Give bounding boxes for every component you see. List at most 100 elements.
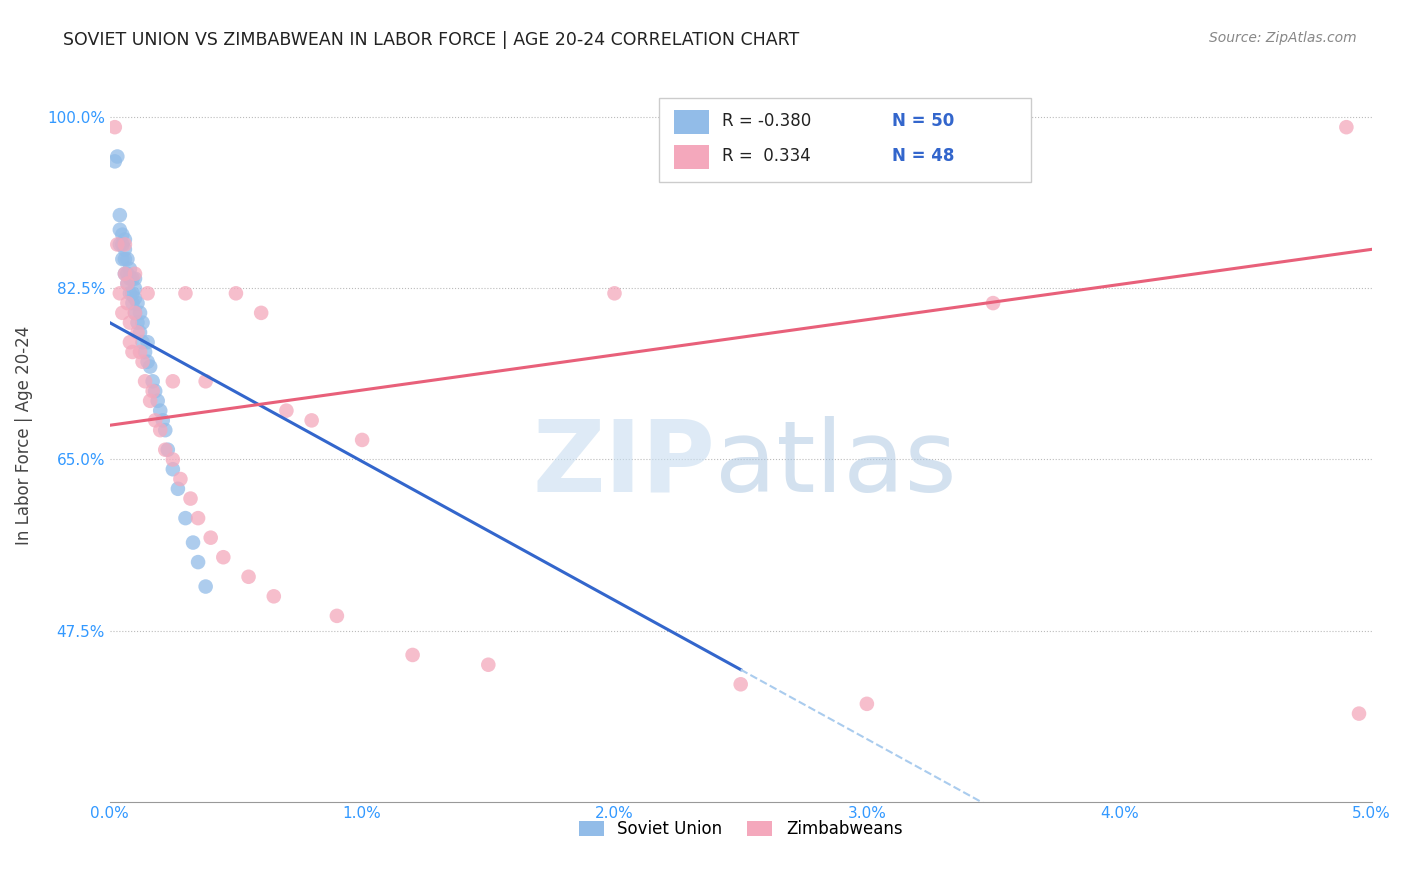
- Point: [118, 271, 141, 285]
- Point: [1336, 120, 1358, 135]
- Point: [179, 491, 201, 506]
- Text: atlas: atlas: [716, 416, 957, 513]
- Point: [238, 570, 260, 584]
- Point: [117, 277, 139, 291]
- Point: [162, 452, 184, 467]
- Point: [142, 374, 165, 388]
- Point: [156, 442, 179, 457]
- Point: [124, 306, 146, 320]
- Point: [167, 482, 190, 496]
- Point: [117, 252, 139, 266]
- Point: [105, 237, 128, 252]
- Point: [169, 472, 191, 486]
- Point: [134, 374, 156, 388]
- Point: [114, 252, 136, 266]
- Point: [114, 267, 136, 281]
- Point: [174, 511, 197, 525]
- Point: [856, 697, 879, 711]
- Point: [124, 291, 146, 305]
- Point: [131, 355, 153, 369]
- Point: [263, 590, 285, 604]
- Point: [105, 149, 128, 163]
- Point: [149, 423, 172, 437]
- Point: [117, 277, 139, 291]
- FancyBboxPatch shape: [658, 98, 1031, 182]
- Point: [730, 677, 752, 691]
- Point: [114, 237, 136, 252]
- Point: [131, 335, 153, 350]
- Point: [136, 286, 159, 301]
- Point: [111, 252, 134, 266]
- Point: [187, 555, 209, 569]
- Point: [155, 423, 177, 437]
- Point: [194, 580, 217, 594]
- Point: [127, 296, 149, 310]
- Text: N = 50: N = 50: [893, 112, 955, 130]
- FancyBboxPatch shape: [673, 145, 709, 169]
- Text: SOVIET UNION VS ZIMBABWEAN IN LABOR FORCE | AGE 20-24 CORRELATION CHART: SOVIET UNION VS ZIMBABWEAN IN LABOR FORC…: [63, 31, 800, 49]
- Point: [108, 208, 131, 222]
- Point: [118, 261, 141, 276]
- Y-axis label: In Labor Force | Age 20-24: In Labor Force | Age 20-24: [15, 326, 32, 545]
- Point: [1348, 706, 1371, 721]
- Point: [118, 335, 141, 350]
- Point: [127, 326, 149, 340]
- Point: [181, 535, 204, 549]
- Point: [127, 316, 149, 330]
- Point: [401, 648, 423, 662]
- Point: [142, 384, 165, 398]
- Point: [121, 286, 143, 301]
- Point: [149, 403, 172, 417]
- Point: [114, 233, 136, 247]
- Point: [129, 345, 152, 359]
- Point: [121, 271, 143, 285]
- Point: [200, 531, 222, 545]
- Text: R = -0.380: R = -0.380: [721, 112, 811, 130]
- Point: [124, 281, 146, 295]
- Point: [174, 286, 197, 301]
- Point: [152, 413, 174, 427]
- Point: [162, 374, 184, 388]
- Point: [129, 306, 152, 320]
- Text: Source: ZipAtlas.com: Source: ZipAtlas.com: [1209, 31, 1357, 45]
- Point: [111, 237, 134, 252]
- Legend: Soviet Union, Zimbabweans: Soviet Union, Zimbabweans: [572, 814, 910, 845]
- Point: [139, 359, 162, 374]
- FancyBboxPatch shape: [673, 110, 709, 134]
- Point: [146, 393, 169, 408]
- Point: [129, 326, 152, 340]
- Point: [134, 345, 156, 359]
- Point: [352, 433, 374, 447]
- Point: [155, 442, 177, 457]
- Point: [212, 550, 235, 565]
- Point: [121, 345, 143, 359]
- Text: ZIP: ZIP: [533, 416, 716, 513]
- Point: [121, 296, 143, 310]
- Point: [139, 393, 162, 408]
- Point: [117, 296, 139, 310]
- Point: [143, 413, 166, 427]
- Point: [225, 286, 247, 301]
- Point: [131, 316, 153, 330]
- Point: [111, 227, 134, 242]
- Point: [162, 462, 184, 476]
- Point: [136, 355, 159, 369]
- Point: [477, 657, 499, 672]
- Point: [104, 154, 127, 169]
- Point: [326, 608, 349, 623]
- Point: [124, 271, 146, 285]
- Point: [124, 306, 146, 320]
- Text: N = 48: N = 48: [893, 147, 955, 166]
- Point: [603, 286, 626, 301]
- Point: [136, 335, 159, 350]
- Point: [118, 286, 141, 301]
- Point: [108, 223, 131, 237]
- Point: [124, 267, 146, 281]
- Point: [118, 316, 141, 330]
- Point: [301, 413, 323, 427]
- Point: [114, 267, 136, 281]
- Point: [117, 267, 139, 281]
- Point: [250, 306, 273, 320]
- Point: [981, 296, 1004, 310]
- Text: R =  0.334: R = 0.334: [721, 147, 810, 166]
